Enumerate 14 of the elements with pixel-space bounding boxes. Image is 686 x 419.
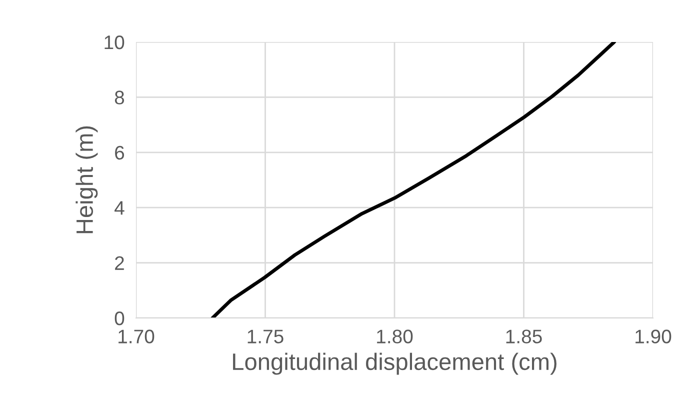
x-axis-title: Longitudinal displacement (cm) <box>233 352 556 375</box>
y-tick-label: 8 <box>114 90 124 104</box>
y-tick-label: 6 <box>115 146 124 160</box>
y-tick-label: 10 <box>104 35 124 50</box>
x-tick-label: 1.75 <box>248 330 284 344</box>
x-tick-label: 1.80 <box>377 330 413 344</box>
x-tick-label: 1.90 <box>636 330 672 344</box>
x-tick-label: 1.85 <box>506 330 542 344</box>
line-series <box>210 42 616 318</box>
y-tick-label: 0 <box>114 311 124 326</box>
y-axis-title: Height (m) <box>76 126 98 234</box>
y-tick-label: 2 <box>115 256 124 270</box>
y-tick-label: 4 <box>114 201 124 215</box>
x-tick-label: 1.70 <box>118 330 154 344</box>
